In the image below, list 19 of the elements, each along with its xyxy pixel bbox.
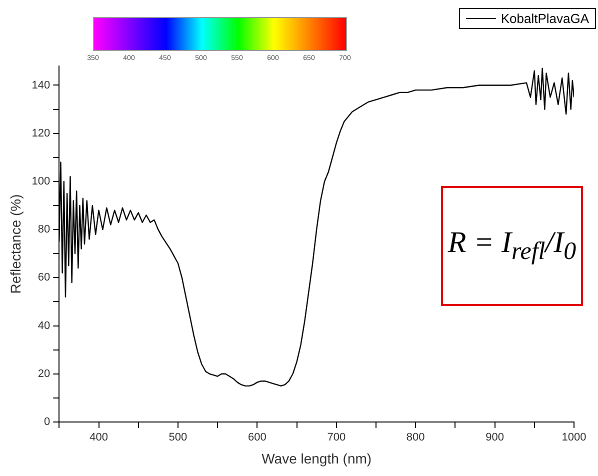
x-tick-label: 900 (486, 432, 504, 444)
legend-label: KobaltPlavaGA (500, 11, 589, 26)
y-tick-label: 140 (32, 79, 50, 92)
y-axis-title: Reflectance (%) (7, 194, 24, 294)
x-tick-label: 600 (248, 432, 266, 444)
x-axis-title: Wave length (nm) (262, 450, 372, 466)
x-tick-label: 400 (90, 432, 108, 444)
y-tick-label: 80 (38, 224, 50, 236)
y-tick-label: 0 (44, 416, 50, 428)
y-tick-label: 60 (38, 272, 50, 284)
x-tick-label: 700 (327, 432, 346, 444)
y-tick-label: 120 (32, 127, 50, 140)
x-tick-label: 1000 (562, 432, 586, 444)
y-tick-label: 40 (38, 320, 50, 332)
y-tick-label: 100 (32, 175, 50, 188)
annotation: R = I$_{refl}$/I$_{0}$ (448, 226, 576, 266)
y-tick-label: 20 (38, 368, 50, 380)
x-tick-label: 500 (168, 432, 188, 444)
x-tick-label: 800 (406, 432, 425, 444)
